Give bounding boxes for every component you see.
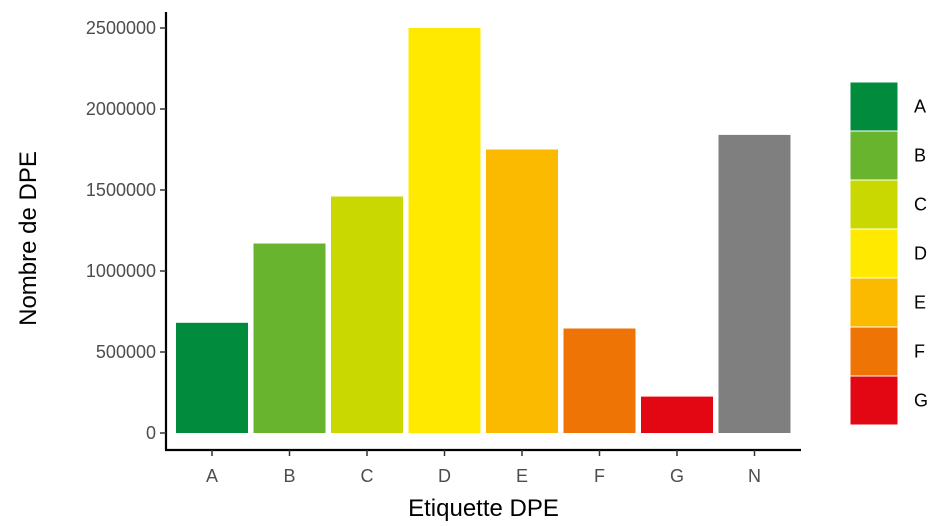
legend-key-a [849,81,899,132]
bar-b [253,243,326,433]
x-axis-title: Etiquette DPE [408,495,559,522]
y-axis-title: Nombre de DPE [15,151,42,326]
x-tick-label-b: B [283,466,295,486]
y-tick-label: 1500000 [86,180,156,200]
bar-n [718,134,791,433]
x-tick-label-d: D [438,466,451,486]
x-tick-label-f: F [594,466,605,486]
legend-key-e [849,277,899,328]
legend-label-d: D [914,244,927,264]
x-tick-label-g: G [670,466,684,486]
legend-key-g [849,375,899,426]
x-tick-label-a: A [206,466,218,486]
x-tick-label-e: E [516,466,528,486]
bar-f [563,328,636,433]
bars-group [176,28,791,433]
y-ticks-group: 0 500000 1000000 1500000 2000000 2500000 [86,18,166,443]
legend-label-b: B [914,146,926,166]
legend-key-b [849,130,899,181]
legend-key-d [849,228,899,279]
legend-key-c [849,179,899,230]
bar-g [641,396,713,433]
y-tick-label: 0 [146,423,156,443]
y-tick-label: 1000000 [86,261,156,281]
y-tick-label: 2000000 [86,99,156,119]
bar-a [176,322,248,433]
legend-label-f: F [914,342,925,362]
legend-label-g: G [914,391,928,411]
legend-label-c: C [914,195,927,215]
x-tick-label-c: C [361,466,374,486]
bar-d [408,28,481,433]
bar-e [486,149,558,433]
legend-key-f [849,326,899,377]
y-tick-label: 500000 [96,342,156,362]
bar-c [331,196,403,433]
y-tick-label: 2500000 [86,18,156,38]
legend-label-a: A [914,97,926,117]
axes-group [164,12,801,452]
x-tick-label-n: N [748,466,761,486]
legend-label-e: E [914,293,926,313]
legend: A B C D E F G [849,81,928,426]
